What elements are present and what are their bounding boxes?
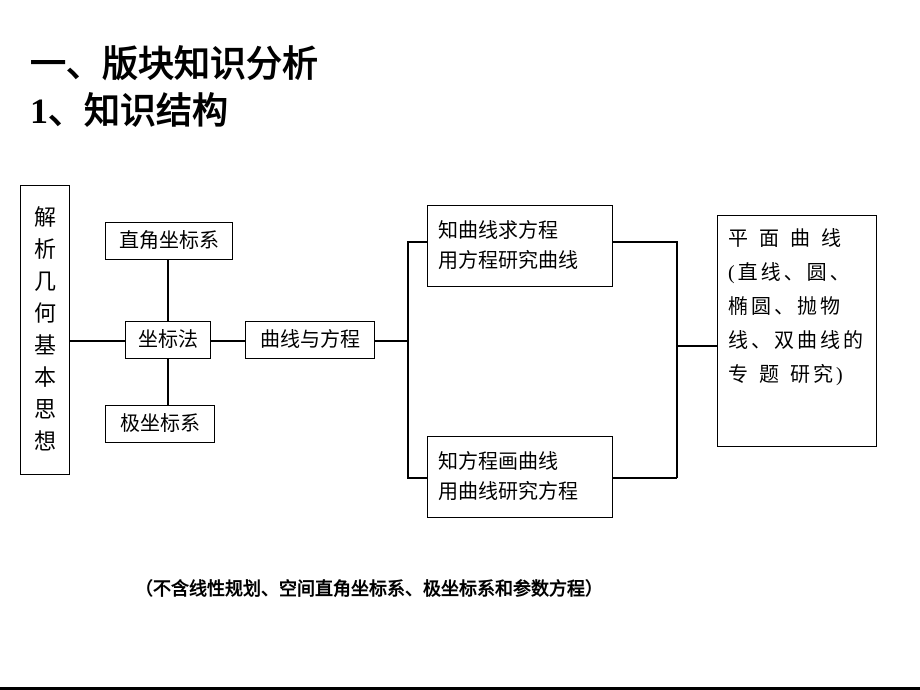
box-curve-to-equation: 知曲线求方程用方程研究曲线 (427, 205, 613, 287)
heading-2: 1、知识结构 (30, 82, 228, 134)
footnote: （不含线性规划、空间直角坐标系、极坐标系和参数方程） (135, 575, 603, 601)
connector-line (676, 345, 717, 347)
connector-line (407, 477, 427, 479)
connector-line (375, 340, 407, 342)
box-rectangular-coords: 直角坐标系 (105, 222, 233, 260)
connector-line (613, 477, 677, 479)
connector-line (70, 340, 125, 342)
connector-line (167, 359, 169, 405)
box-equation-to-curve: 知方程画曲线用曲线研究方程 (427, 436, 613, 518)
box-plane-curves: 平 面 曲 线(直线、圆、椭圆、抛物线、双曲线的 专 题 研究) (717, 215, 877, 447)
connector-line (407, 241, 409, 478)
connector-line (211, 340, 245, 342)
connector-line (167, 260, 169, 321)
box-curve-equation: 曲线与方程 (245, 321, 375, 359)
heading-1: 一、版块知识分析 (30, 35, 318, 87)
connector-line (676, 241, 678, 345)
box-coordinate-method: 坐标法 (125, 321, 211, 359)
box-root: 解析几何基本思想 (20, 185, 70, 475)
connector-line (407, 241, 427, 243)
box-polar-coords: 极坐标系 (105, 405, 215, 443)
connector-line (613, 241, 677, 243)
connector-line (676, 345, 678, 478)
